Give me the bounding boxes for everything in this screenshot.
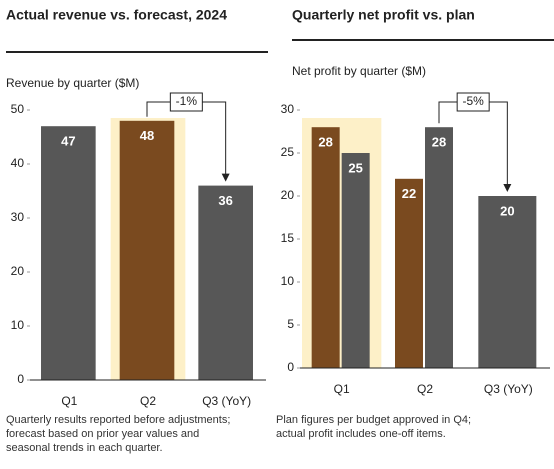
- annotation-box: [456, 92, 490, 112]
- arrow-head: [503, 184, 512, 192]
- x-tick-label: Q3 (YoY): [202, 394, 251, 408]
- chart-title: Actual revenue vs. forecast, 2024: [6, 7, 227, 23]
- bar: [395, 178, 423, 368]
- chart-subtitle: Revenue by quarter ($M): [6, 76, 139, 90]
- bar: [198, 185, 253, 380]
- footnote: seasonal trends in each quarter.: [6, 442, 163, 454]
- data-label: 22: [402, 186, 416, 201]
- annotation-box: [169, 92, 203, 112]
- footnote: Quarterly results reported before adjust…: [6, 414, 230, 426]
- y-tick-label: 30: [11, 210, 25, 224]
- bar: [341, 153, 370, 368]
- annotation: -1%: [176, 94, 198, 108]
- footnote: forecast based on prior year values and: [6, 428, 199, 440]
- data-label: 20: [500, 203, 514, 218]
- data-label: 36: [218, 193, 232, 208]
- y-tick-label: 10: [11, 318, 25, 332]
- y-tick-label: 30: [281, 102, 295, 116]
- y-tick-label: 20: [281, 188, 295, 202]
- bar: [478, 196, 537, 368]
- data-label: 48: [140, 128, 154, 143]
- bar: [119, 120, 175, 381]
- data-label: 47: [61, 134, 75, 149]
- footnote: Plan figures per budget approved in Q4;: [276, 414, 471, 426]
- y-tick-label: 50: [11, 102, 25, 116]
- arrow-head: [221, 173, 230, 182]
- data-label: 28: [318, 135, 332, 150]
- y-tick-label: 20: [11, 264, 25, 278]
- y-tick-label: 10: [281, 274, 295, 288]
- data-label: 25: [348, 160, 362, 175]
- y-tick-label: 15: [281, 231, 295, 245]
- y-tick-label: 5: [287, 317, 294, 331]
- annotation: -5%: [462, 94, 484, 108]
- x-tick-label: Q3 (YoY): [484, 382, 533, 396]
- x-tick-label: Q1: [61, 394, 77, 408]
- chart-title: Quarterly net profit vs. plan: [292, 7, 475, 23]
- bar: [425, 127, 453, 368]
- x-tick-label: Q1: [334, 382, 350, 396]
- y-tick-label: 0: [287, 360, 294, 374]
- footnote: actual profit includes one-off items.: [276, 428, 446, 440]
- x-tick-label: Q2: [417, 382, 433, 396]
- data-label: 28: [432, 135, 446, 150]
- x-tick-label: Q2: [140, 394, 156, 408]
- chart-subtitle: Net profit by quarter ($M): [292, 64, 426, 78]
- y-tick-label: 0: [17, 372, 24, 386]
- bar: [311, 127, 340, 368]
- bar: [41, 126, 96, 380]
- y-tick-label: 25: [281, 145, 295, 159]
- y-tick-label: 40: [11, 156, 25, 170]
